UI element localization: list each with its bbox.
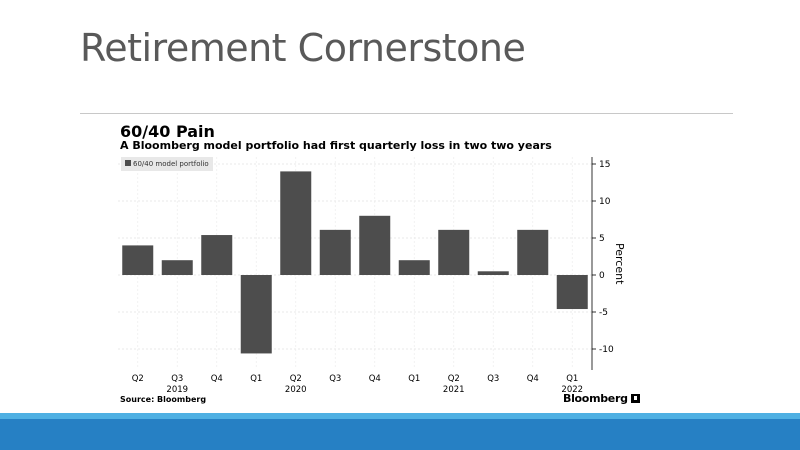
x-axis: Q2 Q3 Q4 Q1 Q2 Q3 Q4 Q1 Q2 Q3 Q4 Q1 2019 2020 2021 2022	[132, 374, 583, 395]
bar	[477, 271, 509, 275]
y-tick-label: 15	[599, 160, 610, 170]
bar	[359, 215, 391, 275]
x-tick-label: Q3	[487, 374, 499, 384]
x-tick-label: Q1	[566, 374, 578, 384]
y-tick-label: -10	[599, 345, 614, 355]
x-tick-label: Q2	[448, 374, 460, 384]
title-divider	[80, 113, 733, 114]
bar	[122, 245, 154, 275]
x-tick-label: Q3	[171, 374, 183, 384]
bar	[201, 235, 233, 275]
x-tick-label: Q4	[211, 374, 223, 384]
y-tick-label: 0	[599, 271, 605, 281]
bar	[556, 275, 588, 310]
bloomberg-terminal-icon	[630, 394, 640, 403]
chart-subtitle: A Bloomberg model portfolio had first qu…	[120, 139, 552, 152]
y-axis: -10 -5 0 5 10 15	[591, 157, 614, 370]
y-tick-label: 5	[599, 234, 605, 244]
legend-label: 60/40 model portfolio	[133, 160, 209, 168]
bars	[122, 171, 588, 354]
bar	[280, 171, 312, 275]
x-year-label: 2020	[285, 385, 307, 395]
x-tick-label: Q4	[527, 374, 539, 384]
y-tick-label: -5	[599, 308, 608, 318]
y-axis-label: Percent	[613, 243, 626, 285]
slide-title: Retirement Cornerstone	[80, 26, 526, 70]
x-year-label: 2021	[443, 385, 465, 395]
chart-title: 60/40 Pain	[120, 122, 215, 141]
bar	[319, 229, 351, 275]
x-year-label: 2019	[166, 385, 188, 395]
legend-box	[121, 157, 213, 171]
legend-swatch	[125, 160, 131, 166]
y-tick-label: 10	[599, 197, 611, 207]
bar	[240, 275, 272, 354]
x-tick-label: Q1	[250, 374, 262, 384]
bar	[161, 260, 193, 275]
x-tick-label: Q2	[290, 374, 302, 384]
footer-band-dark	[0, 419, 800, 450]
bar	[398, 260, 430, 275]
footer-band-light	[0, 413, 800, 419]
x-tick-label: Q4	[369, 374, 381, 384]
x-tick-label: Q3	[329, 374, 341, 384]
x-tick-label: Q1	[408, 374, 420, 384]
x-year-label: 2022	[561, 385, 583, 395]
bar	[517, 229, 549, 275]
source-note: Source: Bloomberg	[120, 395, 207, 404]
x-tick-label: Q2	[132, 374, 144, 384]
legend: 60/40 model portfolio	[121, 157, 213, 171]
bar	[438, 229, 470, 275]
bloomberg-logo: Bloomberg	[563, 392, 640, 405]
brand-name: Bloomberg	[563, 392, 628, 405]
